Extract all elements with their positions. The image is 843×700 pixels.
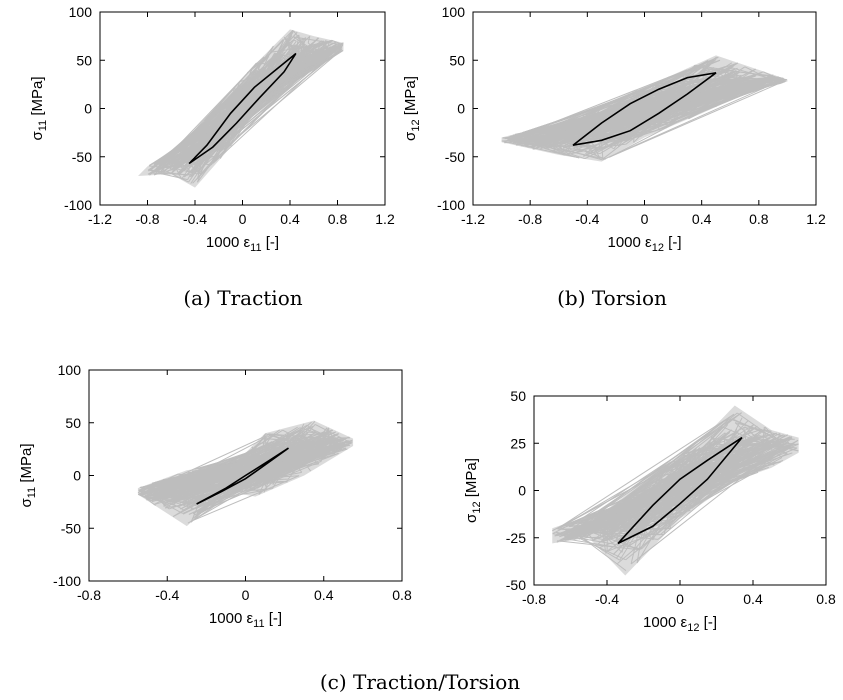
x-tick-label: -0.8: [522, 591, 546, 607]
x-tick-label: 0: [242, 587, 250, 603]
x-tick-label: -1.2: [88, 211, 112, 227]
cloud-segment: [608, 82, 782, 158]
y-tick-label: 50: [65, 415, 81, 431]
data-cloud: [138, 29, 344, 188]
x-tick-label: -0.4: [595, 591, 619, 607]
hysteresis-loop: [617, 436, 743, 545]
cloud-segment: [602, 87, 765, 161]
cloud-band: [552, 405, 799, 576]
chart-panel-a: -1.2 -0.8 -0.4 0 0.4 0.8 1.2 -100 -50 0 50 100 1000 …: [29, 4, 395, 254]
x-tick-label: 0.4: [692, 211, 712, 227]
y-tick-label: -100: [53, 573, 81, 589]
caption-b: (b) Torsion: [557, 286, 667, 310]
y-tick-label: 0: [518, 483, 526, 499]
x-axis-label: 1000 ε12 [-]: [608, 234, 682, 254]
y-tick-label: 100: [442, 4, 466, 20]
y-tick-label: 50: [76, 52, 92, 68]
y-tick-label: 100: [69, 4, 93, 20]
y-tick-label: -50: [61, 520, 81, 536]
chart-panel-b: -1.2 -0.8 -0.4 0 0.4 0.8 1.2 -100 -50 0 50 100 1000 …: [402, 4, 826, 254]
x-tick-label: 0.8: [328, 211, 348, 227]
x-tick-label: 0.8: [392, 587, 412, 603]
x-tick-label: -0.8: [135, 211, 159, 227]
y-axis-label: σ11 [MPa]: [29, 76, 49, 140]
y-tick-label: 25: [510, 435, 526, 451]
x-tick-label: 0.4: [314, 587, 334, 603]
y-tick-label: -100: [64, 197, 92, 213]
caption-c: (c) Traction/Torsion: [320, 670, 520, 694]
y-tick-label: 0: [84, 101, 92, 117]
hysteresis-loop: [196, 447, 289, 505]
y-tick-label: 0: [73, 468, 81, 484]
x-axis-label: 1000 ε12 [-]: [643, 614, 717, 634]
hysteresis-loop: [572, 72, 717, 146]
y-tick-label: 100: [58, 362, 82, 378]
x-tick-label: -0.8: [518, 211, 542, 227]
caption-a: (a) Traction: [183, 286, 302, 310]
x-tick-label: 0.8: [749, 211, 769, 227]
chart-panel-c-torsion: -0.8 -0.4 0 0.4 0.8 -50 -25 0 25 50 1000 ε12 [-] σ1…: [463, 388, 836, 634]
x-tick-label: 0: [676, 591, 684, 607]
cloud-segment: [562, 413, 735, 526]
y-axis-label: σ12 [MPa]: [463, 458, 483, 523]
cloud-band: [501, 55, 788, 162]
y-axis-label: σ12 [MPa]: [402, 76, 422, 141]
cloud-band: [138, 29, 344, 188]
y-tick-label: 0: [457, 101, 465, 117]
data-cloud: [137, 420, 354, 527]
y-tick-label: -50: [445, 149, 465, 165]
y-tick-label: -50: [506, 577, 526, 593]
data-cloud: [501, 55, 788, 162]
y-axis-label: σ11 [MPa]: [18, 443, 38, 507]
x-tick-label: 0.4: [280, 211, 300, 227]
y-tick-label: -100: [437, 197, 465, 213]
chart-panel-c-traction: -0.8 -0.4 0 0.4 0.8 -100 -50 0 50 100 1000 ε11 [-]…: [18, 362, 412, 630]
y-tick-label: -25: [506, 530, 526, 546]
x-axis-label: 1000 ε11 [-]: [206, 234, 279, 254]
x-tick-label: -1.2: [461, 211, 485, 227]
x-tick-label: -0.8: [77, 587, 101, 603]
y-tick-label: -50: [72, 149, 92, 165]
x-tick-label: 1.2: [375, 211, 395, 227]
x-tick-label: 0.8: [816, 591, 836, 607]
y-tick-label: 50: [510, 388, 526, 404]
x-axis-label: 1000 ε11 [-]: [209, 610, 282, 630]
x-tick-label: 0: [641, 211, 649, 227]
data-cloud: [552, 405, 799, 576]
hysteresis-loop: [188, 52, 297, 165]
x-tick-label: 0.4: [743, 591, 763, 607]
x-tick-label: 1.2: [806, 211, 826, 227]
x-tick-label: -0.4: [183, 211, 207, 227]
x-tick-label: 0: [239, 211, 247, 227]
x-tick-label: -0.4: [155, 587, 179, 603]
y-tick-label: 50: [449, 52, 465, 68]
x-tick-label: -0.4: [575, 211, 599, 227]
cloud-band: [137, 420, 354, 527]
